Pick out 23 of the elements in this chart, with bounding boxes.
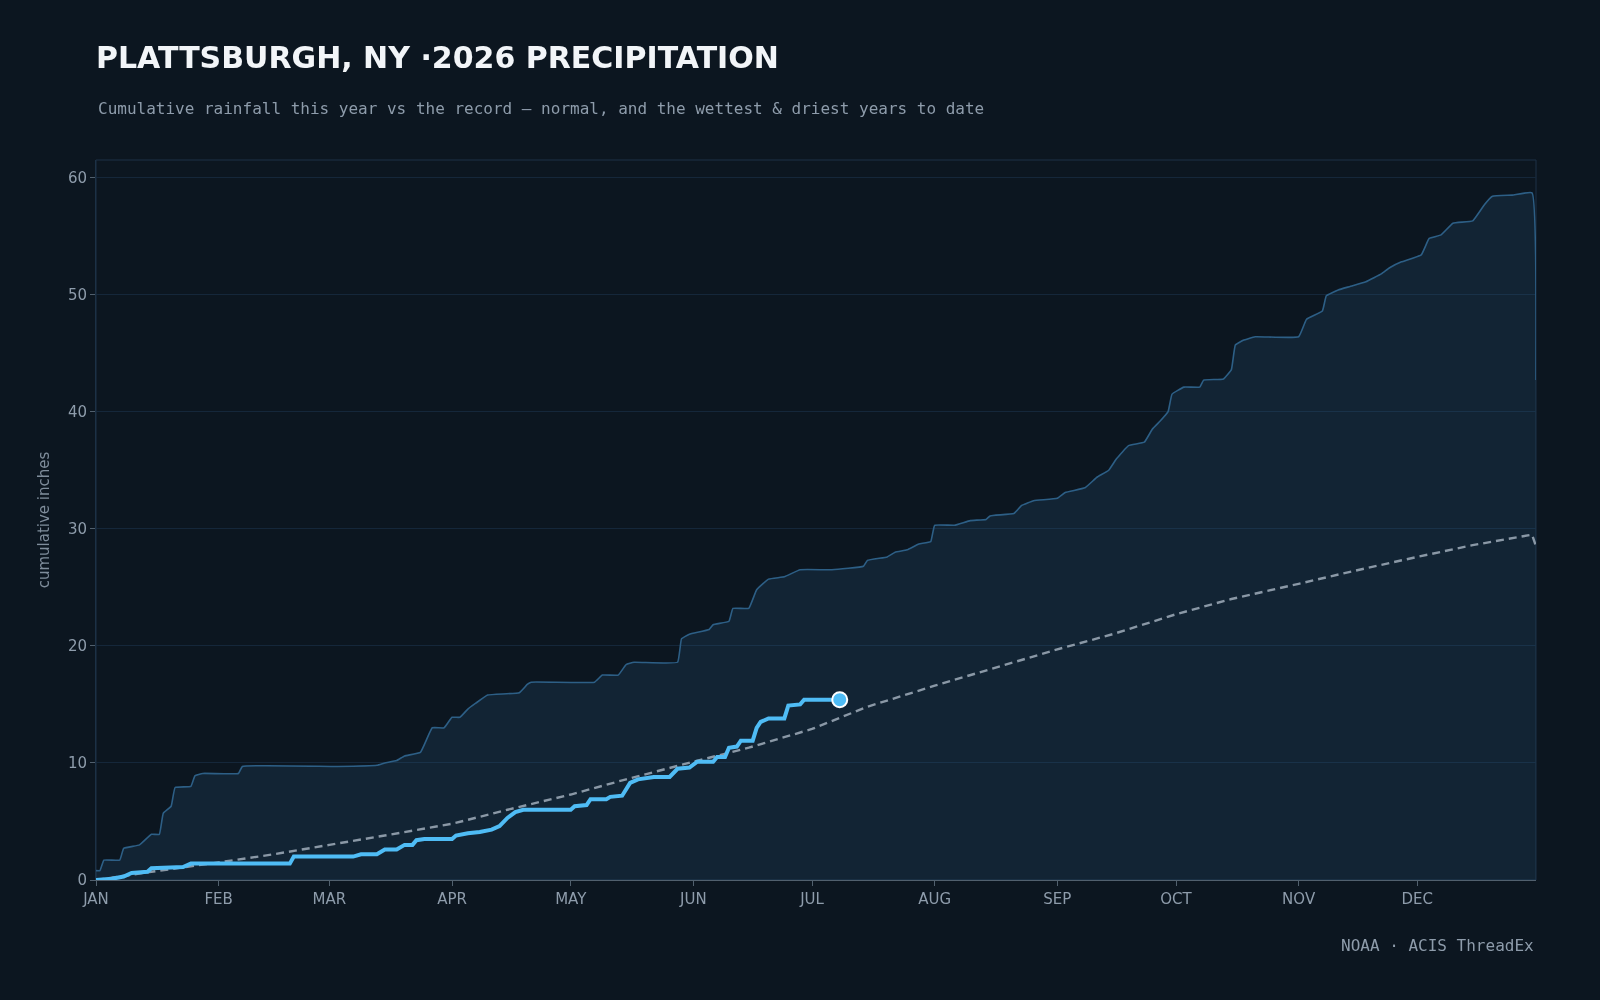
x-tick-label: MAR [312, 890, 347, 908]
chart-subtitle: Cumulative rainfall this year vs the record — normal, and the wettest & driest years to date [98, 99, 985, 118]
x-tick-label: AUG [918, 890, 952, 908]
text: NOAA · ACIS ThreadEx [1341, 936, 1535, 955]
y-axis-title: cumulative inches [35, 451, 54, 589]
y-tick-label: 40 [67, 402, 87, 421]
y-tick-label: 30 [67, 520, 87, 539]
x-tick-label: JUL [799, 890, 825, 908]
chart-title: PLATTSBURGH, NY ·2026 PRECIPITATION [96, 40, 779, 75]
x-tick-label: SEP [1043, 890, 1072, 908]
x-tick-label: DEC [1401, 890, 1434, 908]
y-tick-label: 10 [67, 754, 87, 773]
y-tick-label: 20 [67, 637, 87, 656]
x-tick-label: OCT [1160, 890, 1193, 908]
x-tick-label: FEB [204, 890, 233, 908]
x-tick-label: NOV [1282, 890, 1316, 908]
x-tick-label: JAN [82, 890, 109, 908]
x-tick-label: APR [437, 890, 467, 908]
x-tick-label: MAY [555, 890, 588, 908]
y-tick-label: 60 [67, 168, 87, 187]
y-tick-label: 50 [67, 285, 87, 304]
y-tick-label: 0 [77, 871, 87, 890]
x-tick-label: JUN [679, 890, 707, 908]
